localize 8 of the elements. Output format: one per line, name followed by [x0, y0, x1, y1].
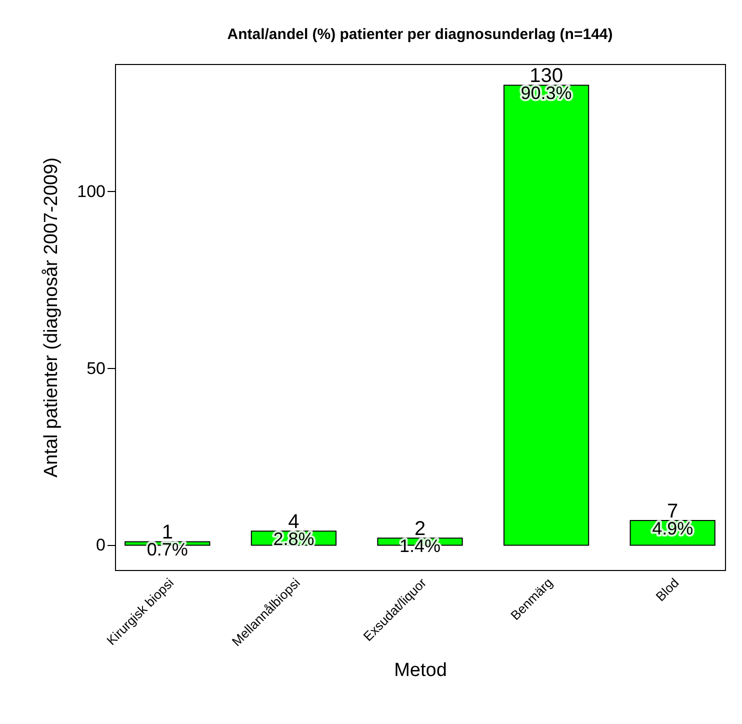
y-tick-label: 100: [77, 182, 106, 201]
bar: [503, 84, 590, 546]
chart-title: Antal/andel (%) patienter per diagnosunderlag (n=144): [227, 26, 613, 43]
data-label: 2: [414, 518, 426, 540]
y-tick-label: 50: [86, 358, 106, 378]
y-axis-title: Antal patienter (diagnosår 2007-2009): [41, 157, 62, 478]
x-axis-title: Metod: [394, 660, 447, 682]
y-tick-label: 0: [96, 536, 106, 555]
